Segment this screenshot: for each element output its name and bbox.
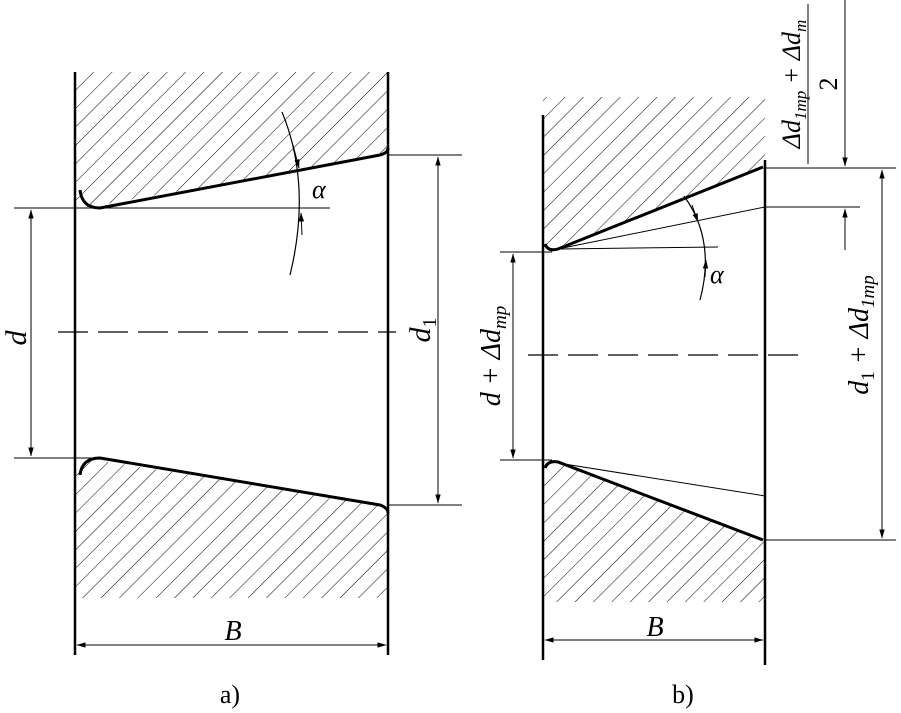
upper-section-a [74, 72, 388, 208]
dim-label-d-b: d + Δdmp [476, 306, 511, 407]
dim-label-b-b: B [646, 612, 663, 643]
figure-label-a: a) [220, 680, 240, 709]
figure-a [14, 72, 462, 655]
upper-bore-line-b [543, 165, 764, 252]
figure-b [500, 0, 896, 665]
upper-section-b [543, 97, 765, 250]
angle-arc-a [281, 111, 300, 276]
figure-a-labels: α d d1 B a) [0, 175, 441, 709]
figure-label-b: b) [672, 680, 694, 709]
fraction-denominator: 2 [814, 78, 843, 91]
upper-bore-line-a [78, 147, 390, 210]
angle-label-b: α [710, 260, 725, 289]
fraction-numerator: Δd1mp + Δdm [777, 20, 810, 150]
dim-label-d1-b: d1 + Δd1mp [844, 275, 879, 395]
angle-arc-b [683, 195, 706, 301]
lower-bore-line-a [78, 456, 390, 514]
lower-bore-line-b [543, 460, 764, 542]
dim-label-b-a: B [224, 616, 241, 647]
angle-label-a: α [312, 175, 327, 204]
figure-b-labels: α d + Δdmp d1 + Δd1mp Δd1mp + Δdm 2 B b) [476, 20, 879, 709]
dim-label-d-a: d [0, 330, 33, 346]
dim-label-d1-a: d1 [404, 318, 441, 343]
lower-section-b [543, 460, 765, 602]
